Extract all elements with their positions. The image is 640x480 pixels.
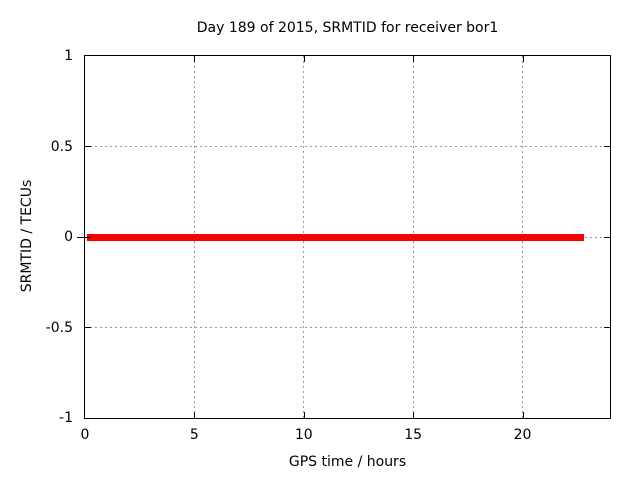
y-tick-left-0 <box>85 236 91 238</box>
x-tick-top-10 <box>303 56 305 62</box>
x-tick-bottom-15 <box>413 412 415 418</box>
y-tick-right-0 <box>604 236 610 238</box>
x-tick-top-15 <box>413 56 415 62</box>
gridline-y-0.5 <box>85 146 610 147</box>
series-line-srmtid <box>87 233 584 241</box>
plot-area <box>77 55 611 419</box>
x-tick-label-20: 20 <box>513 427 532 443</box>
x-tick-bottom-5 <box>194 412 196 418</box>
gridline-y--0.5 <box>85 327 610 328</box>
y-tick-label-0: 0 <box>64 229 73 245</box>
x-tick-top-20 <box>522 56 524 62</box>
x-tick-bottom-10 <box>303 412 305 418</box>
y-tick-left-0.5 <box>85 146 91 147</box>
x-tick-bottom-20 <box>522 412 524 418</box>
y-tick-label--0.5: -0.5 <box>45 319 73 336</box>
x-tick-label-15: 15 <box>404 427 423 443</box>
x-tick-label-10: 10 <box>294 427 313 443</box>
x-tick-label-0: 0 <box>80 427 90 443</box>
chart-title: Day 189 of 2015, SRMTID for receiver bor… <box>196 20 499 36</box>
y-tick-right-0.5 <box>604 146 610 147</box>
y-zero-outer-tick <box>77 236 85 238</box>
y-tick-label--1: -1 <box>59 410 73 426</box>
y-tick-right--0.5 <box>604 327 610 328</box>
x-tick-top-5 <box>194 56 196 62</box>
y-tick-left--0.5 <box>85 327 91 328</box>
y-tick-label-1: 1 <box>64 48 73 64</box>
y-tick-label-0.5: 0.5 <box>50 138 73 155</box>
x-axis-label: GPS time / hours <box>288 454 407 470</box>
x-tick-label-5: 5 <box>189 427 199 443</box>
